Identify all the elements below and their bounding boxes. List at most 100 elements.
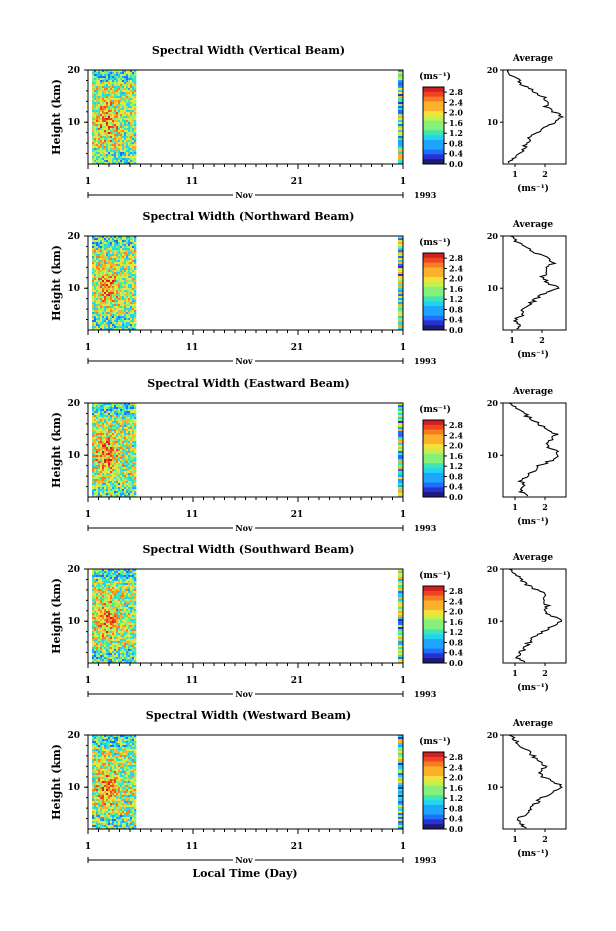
x-tick-label: 1 <box>85 842 91 852</box>
y-axis-label: Height (km) <box>50 79 63 155</box>
profile-x-tick-label: 1 <box>512 834 518 844</box>
profile-y-tick-label: 10 <box>487 283 499 293</box>
colorbar-cell <box>423 253 444 259</box>
x-tick-label: 21 <box>291 177 304 187</box>
colorbar-label: 1.2 <box>449 793 463 803</box>
colorbar-label: 0.8 <box>449 304 463 314</box>
x-tick-label: 1 <box>85 676 91 686</box>
colorbar-cell <box>423 482 444 488</box>
colorbar-cell <box>423 281 444 287</box>
profile-x-tick-label: 2 <box>542 668 548 678</box>
colorbar-label: 2.0 <box>449 274 463 284</box>
profile-x-tick-label: 1 <box>509 335 515 345</box>
colorbar-unit: (ms⁻¹) <box>419 570 451 581</box>
heatmap-cells <box>92 236 403 331</box>
colorbar-cell <box>423 463 444 469</box>
colorbar-cell <box>423 130 444 136</box>
y-tick-label: 20 <box>67 565 80 575</box>
colorbar-label: 2.4 <box>449 97 463 107</box>
x-tick-label: 21 <box>291 842 304 852</box>
colorbar-cell <box>423 291 444 297</box>
colorbar-cell <box>423 115 444 121</box>
colorbar-cell <box>423 444 444 450</box>
x-tick-label: 1 <box>400 842 406 852</box>
colorbar-cell <box>423 790 444 796</box>
profile-y-tick-label: 10 <box>487 616 499 626</box>
colorbar-cell <box>423 752 444 758</box>
profile-frame <box>502 568 567 664</box>
x-tick-label: 11 <box>186 842 199 852</box>
profile-line <box>508 734 563 829</box>
y-axis-label: Height (km) <box>50 578 63 654</box>
profile-frame <box>502 235 567 331</box>
colorbar-label: 0.4 <box>449 648 463 658</box>
colorbar-unit: (ms⁻¹) <box>419 736 451 747</box>
profile-x-tick-label: 1 <box>512 169 518 179</box>
colorbar-cell <box>423 453 444 459</box>
colorbar-cell <box>423 605 444 611</box>
colorbar-label: 0.0 <box>449 658 463 668</box>
y-axis-label: Height (km) <box>50 744 63 820</box>
colorbar-cell <box>423 643 444 649</box>
profile-frame <box>502 402 567 498</box>
colorbar-label: 2.0 <box>449 441 463 451</box>
colorbar-cell <box>423 477 444 483</box>
colorbar-cell <box>423 824 444 830</box>
month-label-bg <box>233 190 255 200</box>
colorbar-label: 1.6 <box>449 284 463 294</box>
colorbar-cell <box>423 159 444 165</box>
colorbar-cell <box>423 492 444 498</box>
profile-line <box>508 568 563 663</box>
profile-x-label: (ms⁻¹) <box>517 848 549 859</box>
y-tick-label: 10 <box>67 118 80 128</box>
profile-title: Average <box>512 719 553 729</box>
colorbar-cell <box>423 614 444 620</box>
colorbar-cell <box>423 135 444 141</box>
x-tick-label: 11 <box>186 343 199 353</box>
colorbar-cell <box>423 634 444 640</box>
y-tick-label: 20 <box>67 232 80 242</box>
profile-x-label: (ms⁻¹) <box>517 516 549 527</box>
month-label: Nov <box>235 855 253 865</box>
profile-y-tick-label: 20 <box>487 231 499 241</box>
x-axis-label: Local Time (Day) <box>192 867 297 880</box>
colorbar-cell <box>423 272 444 278</box>
colorbar-label: 2.4 <box>449 762 463 772</box>
colorbar-label: 0.0 <box>449 492 463 502</box>
heatmap-cells <box>92 735 403 830</box>
x-tick-label: 11 <box>186 510 199 520</box>
colorbar-cell <box>423 111 444 117</box>
colorbar-cell <box>423 458 444 464</box>
profile-frame <box>502 69 567 165</box>
colorbar-cell <box>423 305 444 312</box>
month-label-bg <box>233 855 255 865</box>
colorbar-label: 2.0 <box>449 607 463 617</box>
colorbar-frame <box>422 419 445 498</box>
colorbar-label: 0.0 <box>449 824 463 834</box>
heatmap-cells <box>92 569 403 664</box>
profile-x-label: (ms⁻¹) <box>517 349 549 360</box>
y-tick-label: 10 <box>67 451 80 461</box>
profile-title: Average <box>512 387 553 397</box>
colorbar-cell <box>423 658 444 664</box>
colorbar-cell <box>423 424 444 430</box>
x-tick-label: 1 <box>400 343 406 353</box>
colorbar-cell <box>423 257 444 263</box>
colorbar-frame <box>422 252 445 331</box>
colorbar-cell <box>423 91 444 97</box>
colorbar-label: 1.2 <box>449 627 463 637</box>
colorbar-label: 0.8 <box>449 803 463 813</box>
year-label: 1993 <box>414 855 437 865</box>
colorbar-cell <box>423 756 444 762</box>
panel-title: Spectral Width (Northward Beam) <box>143 210 355 223</box>
x-tick-label: 21 <box>291 343 304 353</box>
profile-y-tick-label: 20 <box>487 398 499 408</box>
colorbar-label: 2.8 <box>449 420 463 430</box>
profile-x-tick-label: 1 <box>512 668 518 678</box>
colorbar-cell <box>423 101 444 107</box>
colorbar-cell <box>423 638 444 645</box>
colorbar-label: 2.4 <box>449 263 463 273</box>
colorbar-cell <box>423 814 444 820</box>
heatmap-cells <box>92 70 403 165</box>
y-tick-label: 10 <box>67 284 80 294</box>
